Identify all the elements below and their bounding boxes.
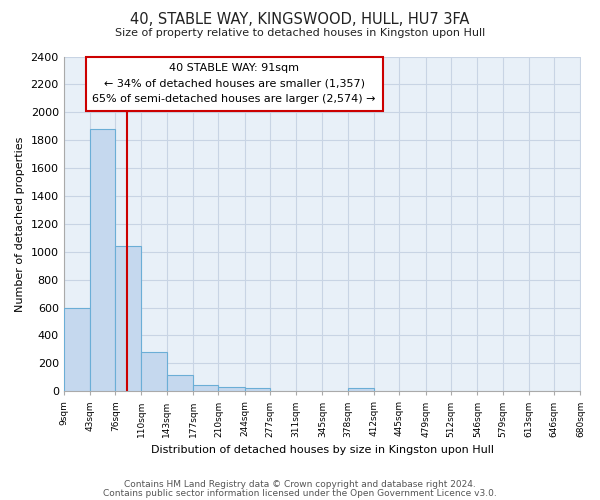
Text: 40, STABLE WAY, KINGSWOOD, HULL, HU7 3FA: 40, STABLE WAY, KINGSWOOD, HULL, HU7 3FA — [130, 12, 470, 28]
Bar — [348, 388, 374, 392]
Bar — [142, 352, 167, 392]
Bar — [90, 129, 115, 392]
Bar — [64, 308, 90, 392]
Bar — [193, 385, 218, 392]
X-axis label: Distribution of detached houses by size in Kingston upon Hull: Distribution of detached houses by size … — [151, 445, 494, 455]
Y-axis label: Number of detached properties: Number of detached properties — [15, 136, 25, 312]
Bar — [167, 375, 193, 392]
Bar — [218, 387, 245, 392]
Text: 40 STABLE WAY: 91sqm
← 34% of detached houses are smaller (1,357)
65% of semi-de: 40 STABLE WAY: 91sqm ← 34% of detached h… — [92, 63, 376, 104]
Text: Contains HM Land Registry data © Crown copyright and database right 2024.: Contains HM Land Registry data © Crown c… — [124, 480, 476, 489]
Bar — [245, 388, 270, 392]
Text: Contains public sector information licensed under the Open Government Licence v3: Contains public sector information licen… — [103, 488, 497, 498]
Bar — [115, 246, 142, 392]
Text: Size of property relative to detached houses in Kingston upon Hull: Size of property relative to detached ho… — [115, 28, 485, 38]
